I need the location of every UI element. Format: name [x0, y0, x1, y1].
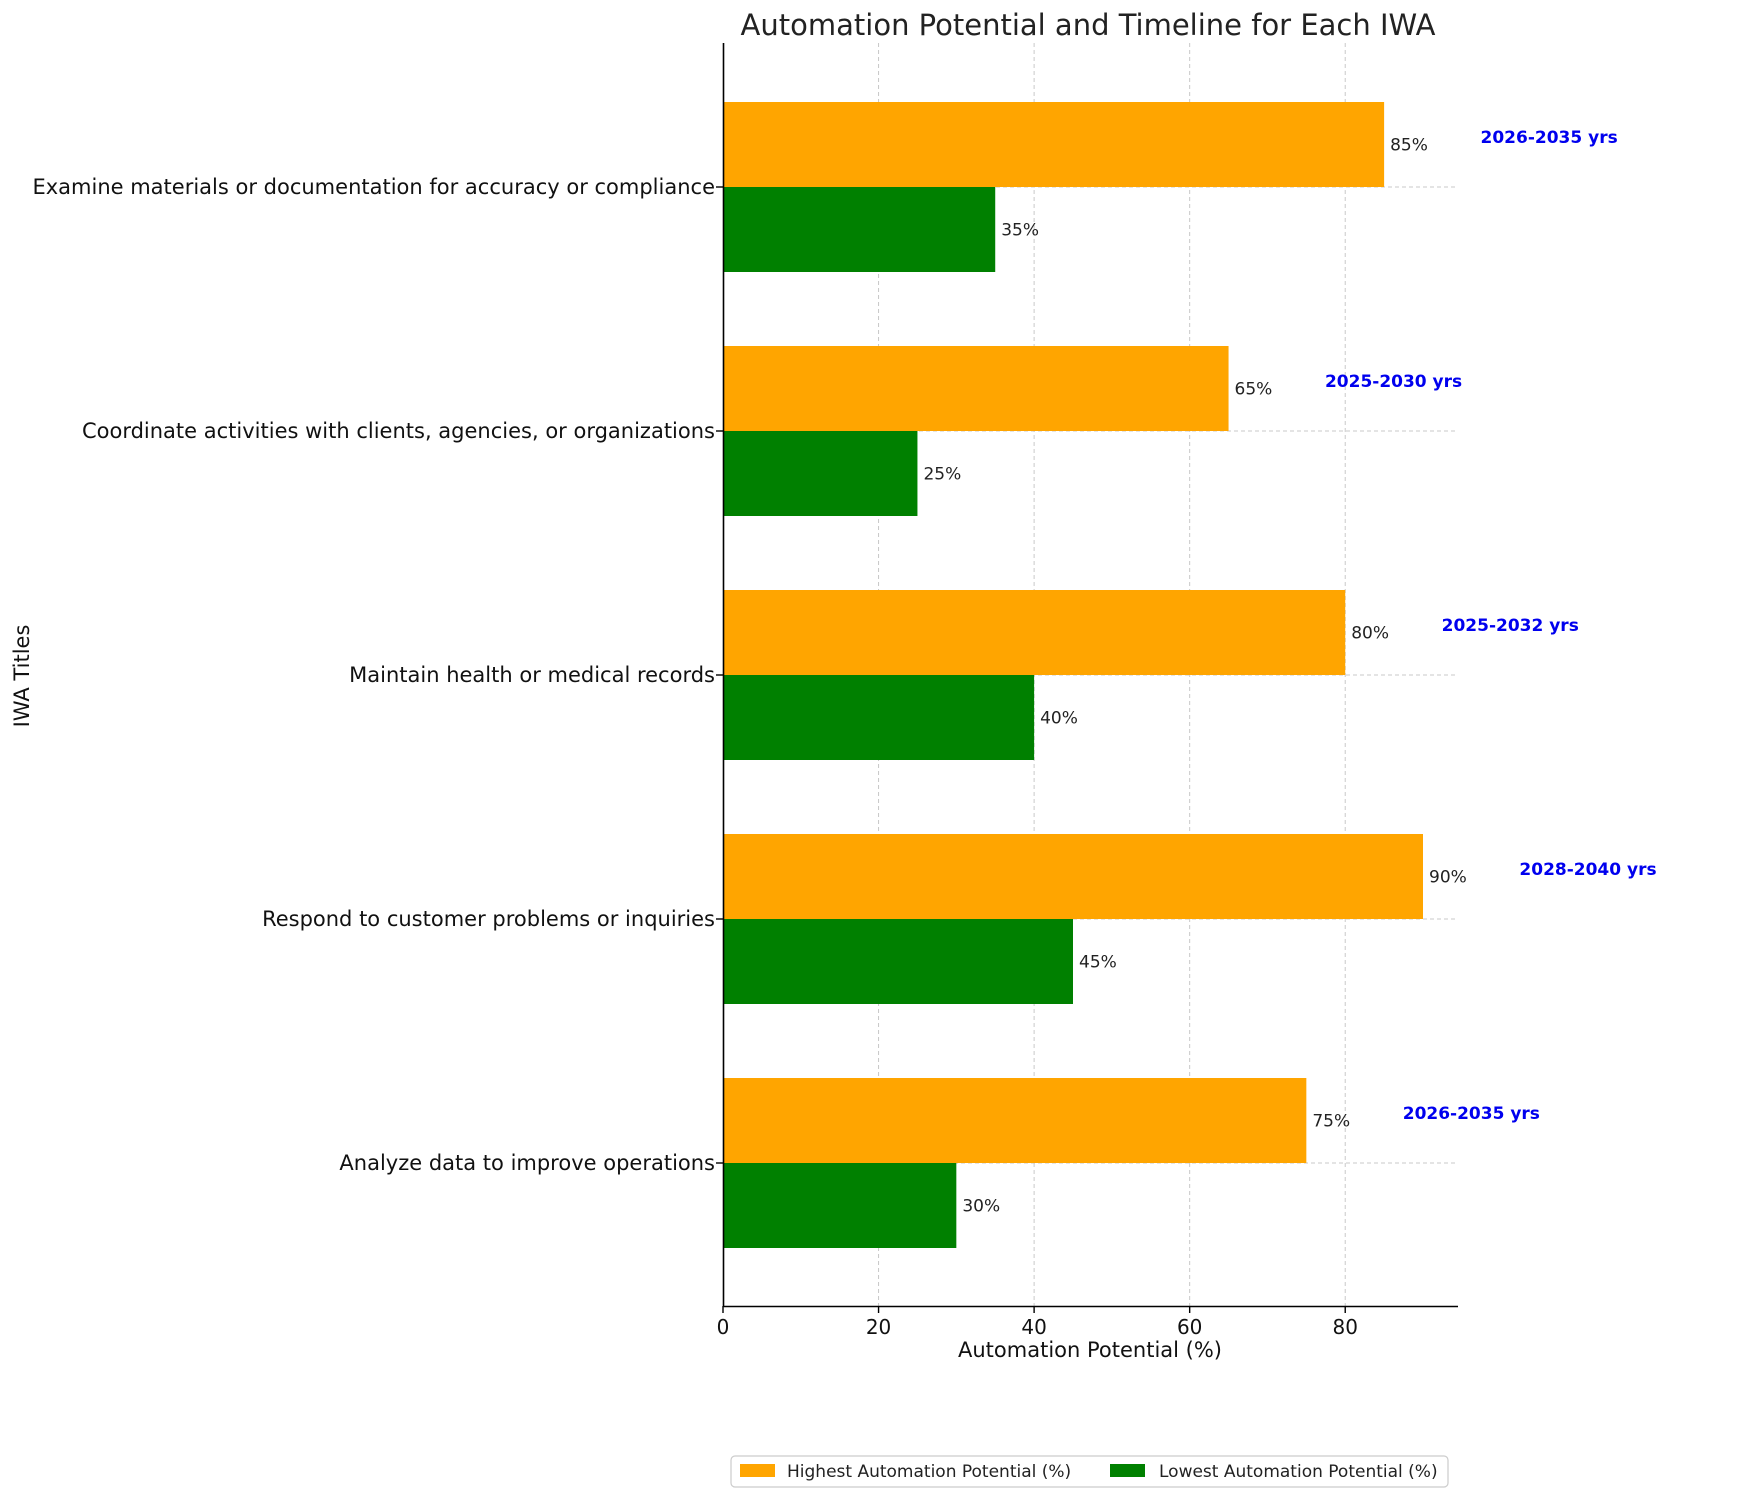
bar-highest-0: [723, 102, 1385, 187]
x-tick-label-20: 20: [866, 1315, 891, 1339]
y-axis-label: IWA Titles: [10, 625, 34, 728]
data-label-highest-0: 85%: [1390, 136, 1428, 156]
timeline-label-2: 2025-2032 yrs: [1442, 616, 1579, 636]
bar-highest-4: [723, 1078, 1307, 1163]
bars-group: [723, 102, 1423, 1248]
chart-title: Automation Potential and Timeline for Ea…: [741, 8, 1436, 42]
x-ticks-group: 0 20 40 60 80: [717, 1306, 1358, 1339]
timeline-label-0: 2026-2035 yrs: [1481, 128, 1618, 148]
bar-labels-group: 85% 35% 65% 25% 80% 40% 90% 45% 75% 30%: [923, 136, 1466, 1217]
x-axis-label: Automation Potential (%): [958, 1338, 1222, 1362]
x-tick-label-40: 40: [1021, 1315, 1046, 1339]
data-label-lowest-1: 25%: [923, 465, 961, 485]
category-labels-group: Examine materials or documentation for a…: [32, 175, 723, 1175]
data-label-highest-3: 90%: [1429, 868, 1467, 888]
data-label-lowest-2: 40%: [1040, 709, 1078, 729]
category-label-examine-materials-or-documentation-for-accuracy-or-compliance: Examine materials or documentation for a…: [32, 175, 715, 199]
legend-label-lowest: Lowest Automation Potential (%): [1159, 1462, 1438, 1482]
x-tick-label-60: 60: [1177, 1315, 1202, 1339]
data-label-highest-4: 75%: [1312, 1112, 1350, 1132]
timeline-labels-group: 2026-2035 yrs 2025-2030 yrs 2025-2032 yrs 2…: [1325, 128, 1657, 1124]
legend-swatch-highest: [740, 1464, 775, 1477]
category-label-analyze-data-to-improve-operations: Analyze data to improve operations: [339, 1151, 715, 1175]
x-tick-label-80: 80: [1332, 1315, 1357, 1339]
x-tick-label-0: 0: [717, 1315, 730, 1339]
legend-swatch-lowest: [1110, 1464, 1145, 1477]
timeline-label-4: 2026-2035 yrs: [1403, 1104, 1540, 1124]
timeline-label-1: 2025-2030 yrs: [1325, 372, 1462, 392]
data-label-lowest-0: 35%: [1001, 221, 1039, 241]
legend-label-highest: Highest Automation Potential (%): [787, 1462, 1071, 1482]
timeline-label-3: 2028-2040 yrs: [1519, 860, 1656, 880]
bar-highest-2: [723, 590, 1346, 675]
category-label-coordinate-activities-with-clients-agencies-or-organizations: Coordinate activities with clients, agen…: [82, 419, 715, 443]
bar-highest-1: [723, 346, 1229, 431]
bar-lowest-2: [723, 675, 1035, 760]
legend: Highest Automation Potential (%) Lowest …: [730, 1455, 1449, 1488]
data-label-lowest-4: 30%: [962, 1197, 1000, 1217]
category-label-respond-to-customer-problems-or-inquiries: Respond to customer problems or inquirie…: [262, 907, 715, 931]
legend-box: [730, 1455, 1449, 1488]
bar-lowest-0: [723, 187, 996, 272]
bar-lowest-4: [723, 1163, 957, 1248]
bar-lowest-3: [723, 919, 1073, 1004]
bar-highest-3: [723, 834, 1423, 919]
data-label-highest-2: 80%: [1351, 624, 1389, 644]
category-label-maintain-health-or-medical-records: Maintain health or medical records: [349, 663, 715, 687]
data-label-lowest-3: 45%: [1079, 953, 1117, 973]
data-label-highest-1: 65%: [1235, 380, 1273, 400]
bar-lowest-1: [723, 431, 918, 516]
